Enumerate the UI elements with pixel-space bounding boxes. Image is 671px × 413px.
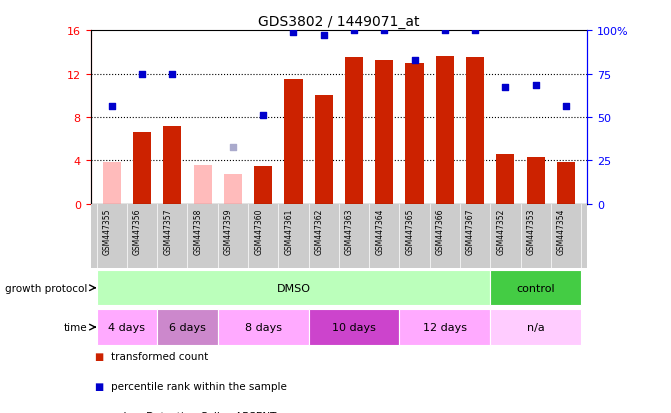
Bar: [97, 271, 491, 306]
Bar: [285, 80, 303, 204]
Bar: [399, 310, 491, 345]
Point: [470, 28, 480, 34]
Bar: [466, 58, 484, 204]
Text: time: time: [64, 322, 87, 332]
Text: GSM447361: GSM447361: [285, 208, 293, 254]
Bar: [527, 158, 545, 204]
Bar: [491, 271, 581, 306]
Point: [227, 145, 238, 152]
Point: [107, 104, 117, 110]
Bar: [157, 310, 218, 345]
Text: ■: ■: [94, 411, 103, 413]
Point: [167, 71, 178, 78]
Bar: [497, 154, 515, 204]
Bar: [345, 58, 363, 204]
Text: GSM447365: GSM447365: [405, 208, 415, 254]
Point: [137, 71, 148, 78]
Bar: [103, 162, 121, 204]
Bar: [309, 310, 399, 345]
Text: GSM447363: GSM447363: [345, 208, 354, 254]
Text: GSM447356: GSM447356: [133, 208, 142, 254]
Bar: [133, 133, 151, 204]
Text: 10 days: 10 days: [332, 322, 376, 332]
Text: GSM447355: GSM447355: [103, 208, 112, 254]
Text: GSM447362: GSM447362: [315, 208, 323, 254]
Bar: [224, 174, 242, 204]
Text: 6 days: 6 days: [169, 322, 206, 332]
Text: 8 days: 8 days: [245, 322, 282, 332]
Text: GSM447352: GSM447352: [497, 208, 505, 254]
Bar: [97, 310, 157, 345]
Bar: [315, 96, 333, 204]
Text: GSM447357: GSM447357: [163, 208, 172, 254]
Text: n/a: n/a: [527, 322, 545, 332]
Point: [409, 58, 420, 64]
Text: GSM447366: GSM447366: [436, 208, 445, 254]
Point: [530, 83, 541, 90]
Bar: [218, 310, 309, 345]
Text: 4 days: 4 days: [109, 322, 146, 332]
Text: percentile rank within the sample: percentile rank within the sample: [111, 381, 287, 391]
Text: GSM447358: GSM447358: [194, 208, 203, 254]
Bar: [405, 64, 423, 204]
Bar: [557, 162, 575, 204]
Point: [349, 28, 360, 34]
Bar: [435, 57, 454, 204]
Text: GSM447354: GSM447354: [557, 208, 566, 254]
Bar: [375, 61, 393, 204]
Bar: [254, 166, 272, 204]
Point: [318, 33, 329, 40]
Text: GSM447353: GSM447353: [527, 208, 535, 254]
Point: [379, 28, 390, 34]
Bar: [193, 165, 211, 204]
Point: [500, 84, 511, 91]
Text: value, Detection Call = ABSENT: value, Detection Call = ABSENT: [111, 411, 276, 413]
Point: [440, 28, 450, 34]
Text: GSM447367: GSM447367: [466, 208, 475, 254]
Text: GSM447364: GSM447364: [375, 208, 384, 254]
Text: GSM447360: GSM447360: [254, 208, 263, 254]
Text: transformed count: transformed count: [111, 351, 208, 361]
Point: [288, 30, 299, 36]
Text: ■: ■: [94, 381, 103, 391]
Bar: [491, 310, 581, 345]
Text: control: control: [517, 283, 555, 293]
Title: GDS3802 / 1449071_at: GDS3802 / 1449071_at: [258, 14, 419, 28]
Point: [258, 112, 268, 119]
Point: [560, 104, 571, 110]
Bar: [163, 126, 181, 204]
Text: ■: ■: [94, 351, 103, 361]
Text: 12 days: 12 days: [423, 322, 467, 332]
Text: DMSO: DMSO: [276, 283, 311, 293]
Text: growth protocol: growth protocol: [5, 283, 87, 293]
Text: GSM447359: GSM447359: [224, 208, 233, 254]
